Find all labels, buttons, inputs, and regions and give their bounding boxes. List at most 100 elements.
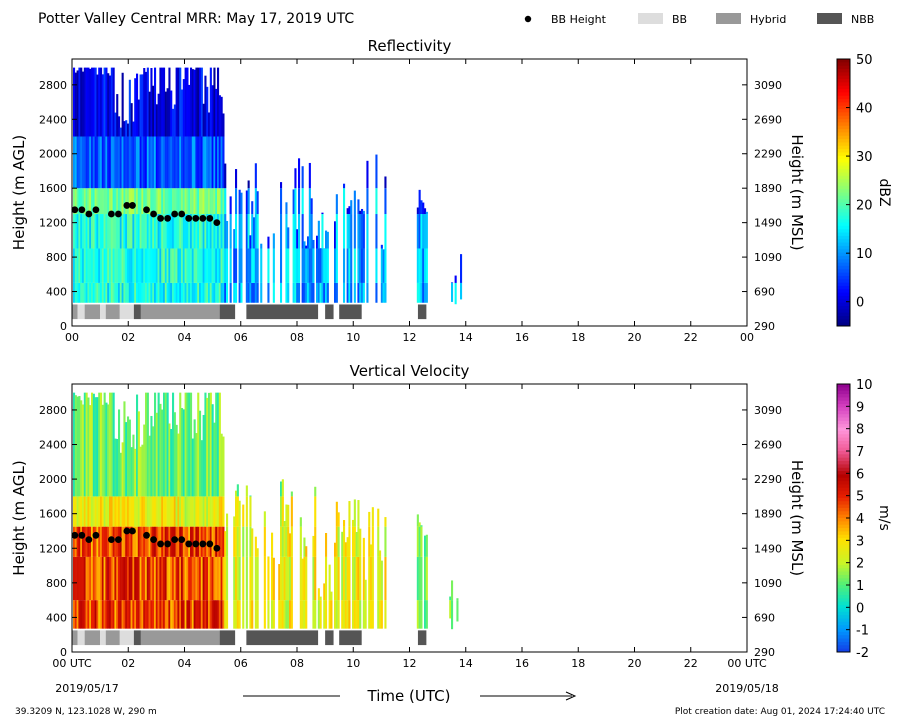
bb-class-segment xyxy=(77,630,85,646)
y-tick-label: 0 xyxy=(60,646,67,659)
colorbar: -2 -1 0 1 2 3 4 5 6 7 8 9 10 xyxy=(836,378,873,661)
bb-class-segment xyxy=(100,304,106,320)
colorbar-tick-label: 2 xyxy=(856,557,864,572)
bb-height-point xyxy=(185,214,193,222)
x-tick-label: 08 xyxy=(290,331,304,344)
bb-height-point xyxy=(107,536,115,544)
y-tick-label: 800 xyxy=(46,251,67,264)
bb-height-series xyxy=(71,527,221,552)
x-tick-label: 12 xyxy=(403,331,417,344)
bb-height-series xyxy=(71,202,221,227)
y-tick-label-right: 1890 xyxy=(754,182,782,195)
y-tick-label-right: 1090 xyxy=(754,251,782,264)
x-tick-label: 00 UTC xyxy=(52,657,92,670)
y-tick-label-right: 2290 xyxy=(754,473,782,486)
x-tick-label: 18 xyxy=(571,657,585,670)
x-tick-label: 14 xyxy=(459,331,473,344)
colorbar-tick-label: 3 xyxy=(856,534,864,549)
data-field xyxy=(73,392,459,630)
y-tick-label-right: 3090 xyxy=(754,79,782,92)
bb-class-segment xyxy=(72,630,78,646)
colorbar-tick-label: 30 xyxy=(856,150,873,165)
bb-height-point xyxy=(115,210,122,218)
x-tick-label: 12 xyxy=(403,657,417,670)
y-tick-label: 1200 xyxy=(39,542,67,555)
bb-class-segment xyxy=(119,304,134,320)
panel-title: Vertical Velocity xyxy=(350,362,470,380)
bb-class-segment xyxy=(339,304,362,320)
bb-class-segment xyxy=(119,630,134,646)
bb-class-segment xyxy=(84,304,101,320)
bb-height-point xyxy=(143,206,150,214)
legend-bb-height-marker xyxy=(524,15,532,23)
y-tick-label: 2400 xyxy=(39,439,67,452)
y-tick-label-right: 1490 xyxy=(754,542,782,555)
colorbar-tick-label: 1 xyxy=(856,579,864,594)
y-tick-label: 2800 xyxy=(39,404,67,417)
bb-height-point xyxy=(199,214,207,222)
bb-class-segment xyxy=(72,304,78,320)
y-tick-label: 2400 xyxy=(39,113,67,126)
legend-nbb-swatch xyxy=(817,13,842,24)
y-tick-label-right: 290 xyxy=(754,320,775,333)
bb-height-point xyxy=(85,536,93,544)
legend-nbb-label: NBB xyxy=(851,13,874,26)
bb-height-point xyxy=(115,536,122,544)
y-tick-label: 2000 xyxy=(39,473,67,486)
x-tick-label: 02 xyxy=(121,331,135,344)
x-axis-label: Time (UTC) xyxy=(367,687,451,705)
x-tick-label: 16 xyxy=(515,331,529,344)
y-tick-label-right: 2690 xyxy=(754,439,782,452)
bb-height-point xyxy=(185,540,193,548)
bb-class-segment xyxy=(105,630,120,646)
bb-class-segment xyxy=(133,630,141,646)
bb-height-point xyxy=(78,531,86,539)
y-tick-label: 400 xyxy=(46,286,67,299)
y-tick-label: 2800 xyxy=(39,79,67,92)
bb-height-point xyxy=(71,206,79,214)
x-tick-label: 06 xyxy=(234,331,248,344)
x-tick-label: 06 xyxy=(234,657,248,670)
bb-class-segment xyxy=(325,630,334,646)
bb-class-segment xyxy=(84,630,101,646)
end-date-label: 2019/05/18 xyxy=(715,682,778,695)
colorbar-label: m/s xyxy=(876,505,892,531)
colorbar-tick-label: 5 xyxy=(856,490,864,505)
bb-classification-bar xyxy=(72,630,427,646)
legend-hybrid-swatch xyxy=(716,13,741,24)
bb-height-point xyxy=(85,210,93,218)
y-tick-label: 400 xyxy=(46,611,67,624)
bb-height-point xyxy=(157,214,164,222)
x-tick-label: 14 xyxy=(459,657,473,670)
y-tick-label: 2000 xyxy=(39,148,67,161)
panel-title: Reflectivity xyxy=(368,37,452,55)
bb-height-point xyxy=(150,536,157,544)
x-tick-label: 08 xyxy=(290,657,304,670)
bb-class-segment xyxy=(140,304,220,320)
x-tick-label: 10 xyxy=(346,657,360,670)
colorbar-tick-label: 10 xyxy=(856,247,873,262)
y-tick-label-right: 1890 xyxy=(754,508,782,521)
colorbar-tick-label: 8 xyxy=(856,423,864,438)
y-axis-label: Height (m AGL) xyxy=(10,135,28,250)
bb-height-point xyxy=(129,527,136,535)
colorbar-frame xyxy=(836,58,851,327)
bb-height-point xyxy=(107,210,115,218)
bb-height-point xyxy=(150,210,157,218)
colorbar: 0 10 20 30 40 50 xyxy=(836,53,873,327)
x-tick-label: 00 UTC xyxy=(727,657,767,670)
y-tick-label-right: 3090 xyxy=(754,404,782,417)
colorbar-tick-label: 9 xyxy=(856,400,864,415)
bb-height-point xyxy=(157,540,164,548)
x-tick-label: 04 xyxy=(178,657,192,670)
legend: BB Height BB Hybrid NBB xyxy=(524,13,874,26)
x-tick-label: 20 xyxy=(628,331,642,344)
legend-bb-swatch xyxy=(638,13,663,24)
bb-height-point xyxy=(199,540,207,548)
bb-class-segment xyxy=(325,304,334,320)
legend-hybrid-label: Hybrid xyxy=(750,13,786,26)
legend-bb-label: BB xyxy=(672,13,687,26)
colorbar-tick-label: 7 xyxy=(856,445,864,460)
